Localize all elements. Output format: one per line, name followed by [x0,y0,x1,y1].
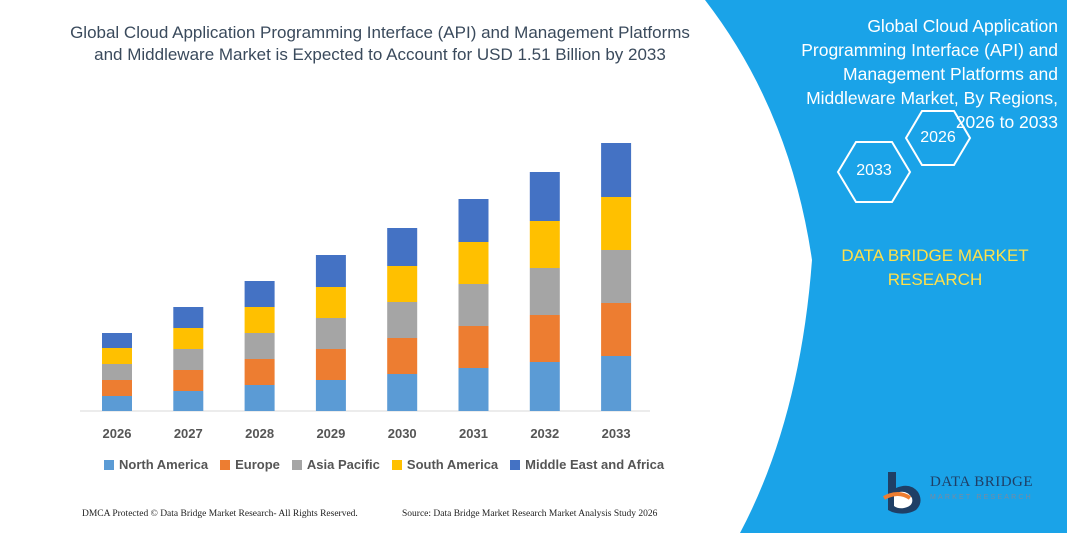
blue-panel-shape [705,0,1067,533]
bar-segment-2033-europe [601,303,632,356]
x-tick-label-2026: 2026 [103,426,132,441]
bar-segment-2026-south-america [102,348,132,364]
legend: North America Europe Asia Pacific South Ame… [104,457,664,472]
bar-segment-2026-asia-pacific [102,364,132,380]
bar-segment-2032-middle-east-and-africa [529,172,560,221]
legend-label: Asia Pacific [306,457,380,472]
hex-2033-label: 2033 [856,162,892,179]
legend-label: South America [406,457,499,472]
bar-segment-2030-north-america [387,374,418,411]
legend-swatch [104,459,114,470]
x-tick-labels: 2026 2027 2028 2029 2030 2031 2032 2033 [103,426,631,441]
bar-segment-2030-middle-east-and-africa [387,228,418,266]
legend-swatch [391,459,402,470]
bar-segment-2030-south-america [387,266,418,302]
hex-2026-shape [904,110,972,166]
legend-swatch [291,459,302,470]
legend-label: Middle East and Africa [525,457,665,472]
bar-segment-2033-asia-pacific [601,250,632,303]
legend-item-north-america: North America [104,457,208,472]
bar-segment-2031-middle-east-and-africa [458,199,489,242]
x-tick-label-2031: 2031 [459,426,488,441]
chart-title: Global Cloud Application Programming Int… [70,23,690,64]
bars-group [102,143,632,411]
brand-name: DATA BRIDGE MARKET RESEARCH [841,246,1029,289]
bar-segment-2028-south-america [244,307,275,333]
legend-label: North America [119,457,209,472]
logo-icon [883,472,921,514]
bar-segment-2027-north-america [173,391,204,411]
bar-segment-2032-asia-pacific [529,268,560,315]
bar-segment-2026-north-america [102,396,132,411]
x-tick-label-2032: 2032 [530,426,559,441]
bar-segment-2026-europe [102,380,132,396]
bar-segment-2029-north-america [315,380,346,411]
legend-swatch [510,459,521,470]
bar-segment-2031-north-america [458,368,489,411]
x-tick-label-2033: 2033 [602,426,631,441]
x-tick-label-2028: 2028 [245,426,274,441]
bar-segment-2033-south-america [601,197,632,250]
x-tick-label-2027: 2027 [174,426,203,441]
bar-segment-2033-north-america [601,356,632,411]
bar-segment-2029-asia-pacific [315,318,346,349]
stacked-bar-chart: 2026 2027 2028 2029 2030 2031 2032 2033 [80,143,650,441]
legend-item-south-america: South America [391,457,499,472]
bar-segment-2031-europe [458,326,489,368]
bar-segment-2031-asia-pacific [458,284,489,326]
bar-segment-2032-europe [529,315,560,362]
logo-subtext: MARKET RESEARCH [930,494,1033,501]
bar-segment-2029-middle-east-and-africa [315,255,346,287]
bar-segment-2026-middle-east-and-africa [102,333,132,348]
bar-segment-2032-north-america [529,362,560,411]
footer-copyright: DMCA Protected © Data Bridge Market Rese… [82,509,358,519]
footer-source: Source: Data Bridge Market Research Mark… [402,509,658,519]
legend-item-middle-east-and-africa: Middle East and Africa [510,457,664,472]
bar-segment-2028-north-america [244,385,275,411]
bar-segment-2032-south-america [529,221,560,268]
logo-text: DATA BRIDGE [930,474,1034,490]
x-tick-label-2030: 2030 [388,426,417,441]
bar-segment-2033-middle-east-and-africa [601,143,632,197]
hex-2033-shape [836,141,912,203]
bar-segment-2027-asia-pacific [173,349,204,370]
hex-2026-label: 2026 [920,129,956,146]
legend-item-europe: Europe [220,457,280,472]
bar-segment-2027-middle-east-and-africa [173,307,204,328]
bar-segment-2029-south-america [315,287,346,318]
bar-segment-2030-asia-pacific [387,302,418,338]
bar-segment-2030-europe [387,338,418,374]
bar-segment-2029-europe [315,349,346,380]
x-tick-label-2029: 2029 [316,426,345,441]
legend-label: Europe [235,457,280,472]
legend-item-asia-pacific: Asia Pacific [291,457,380,472]
bar-segment-2027-europe [173,370,204,391]
bar-segment-2027-south-america [173,328,204,349]
bar-segment-2028-asia-pacific [244,333,275,359]
bar-segment-2028-middle-east-and-africa [244,281,275,307]
panel-title: Global Cloud Application Programming Int… [801,16,1058,132]
bar-segment-2028-europe [244,359,275,385]
legend-swatch [220,459,231,470]
bar-segment-2031-south-america [458,242,489,284]
